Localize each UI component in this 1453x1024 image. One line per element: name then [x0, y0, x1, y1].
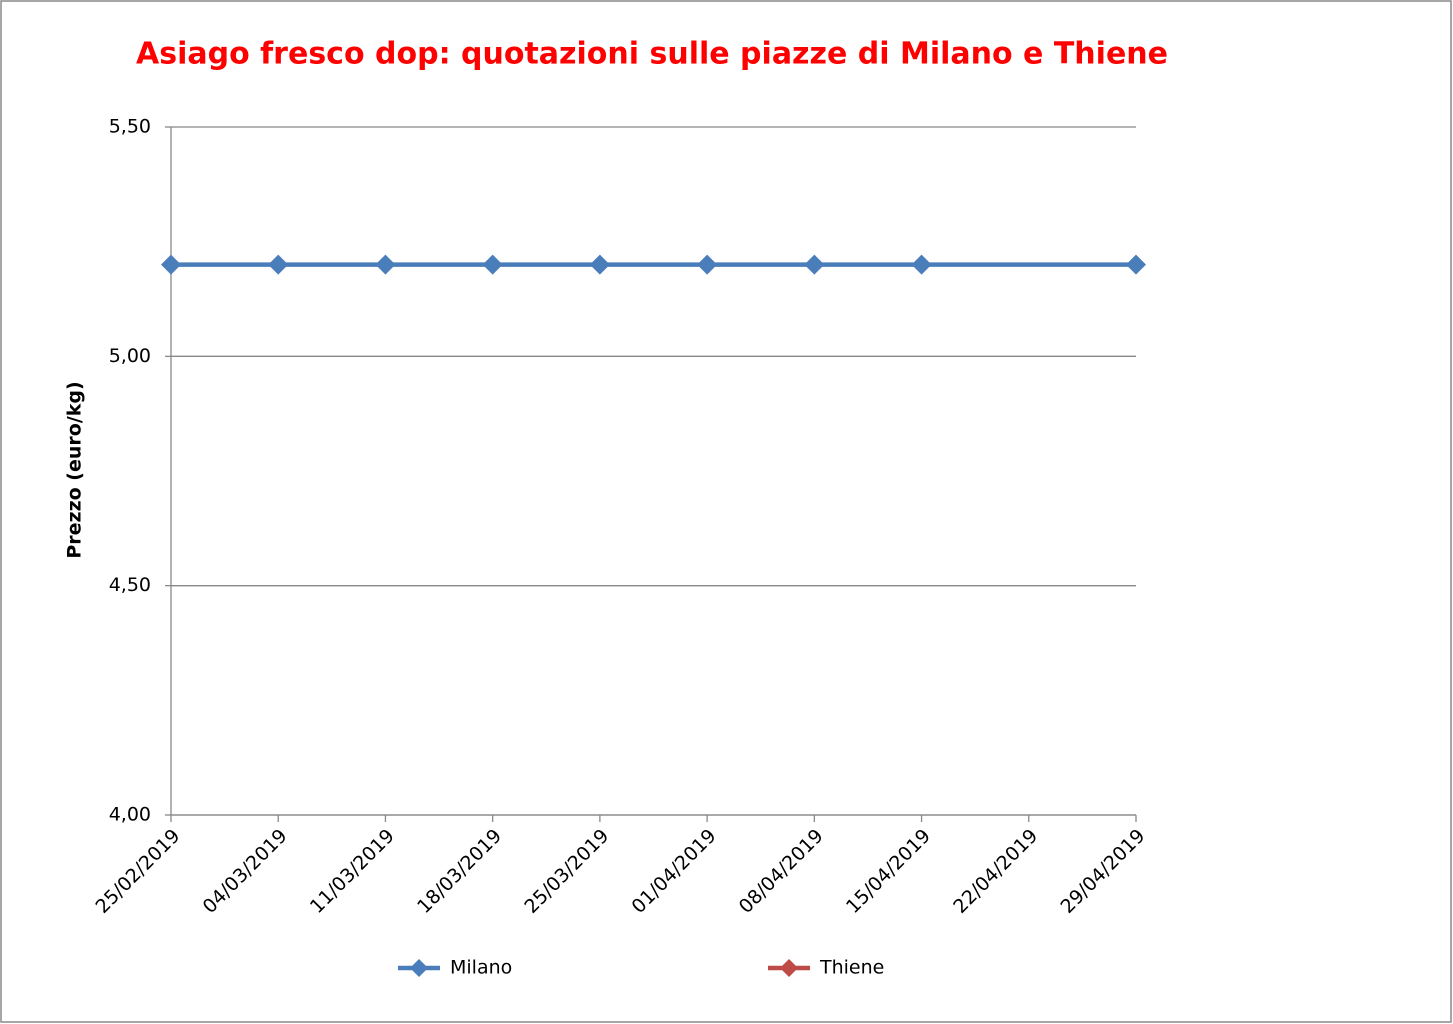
y-axis-title: Prezzo (euro/kg) — [64, 381, 86, 558]
chart-title: Asiago fresco dop: quotazioni sulle piaz… — [136, 37, 1168, 72]
y-tick-label: 5,50 — [109, 116, 151, 138]
y-tick-label: 4,00 — [109, 804, 151, 826]
series-marker — [697, 254, 718, 275]
series-marker — [482, 254, 503, 275]
y-tick-label: 4,50 — [109, 574, 151, 596]
series-marker — [911, 254, 932, 275]
series-marker — [589, 254, 610, 275]
y-tick-label: 5,00 — [109, 345, 151, 367]
legend-marker — [780, 959, 798, 977]
legend-label: Thiene — [819, 957, 884, 979]
series-marker — [161, 254, 181, 275]
series-marker — [375, 254, 396, 275]
legend-label: Milano — [450, 957, 512, 979]
series-marker — [268, 254, 289, 275]
series-marker — [1126, 254, 1146, 275]
legend-marker — [410, 959, 428, 977]
series-marker — [804, 254, 825, 275]
